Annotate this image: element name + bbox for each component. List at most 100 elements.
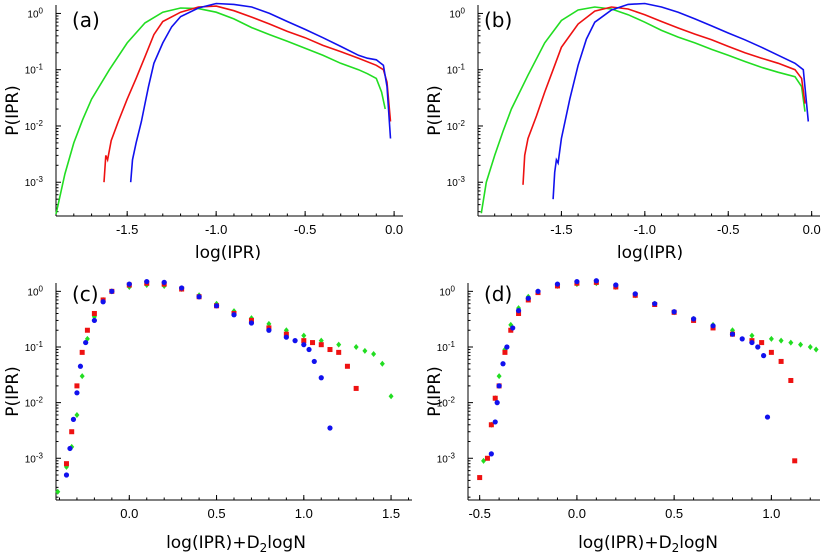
data-point	[336, 341, 342, 348]
data-point	[690, 316, 697, 322]
data-point	[535, 288, 541, 294]
data-point	[79, 373, 85, 380]
data-point	[379, 360, 385, 367]
x-tick-label: -0.5	[468, 506, 490, 521]
data-point	[593, 278, 599, 284]
data-point	[74, 411, 80, 418]
data-point	[749, 339, 755, 346]
x-tick-label: 1.0	[762, 506, 780, 521]
panel-c: 0.0 0.5 1.0 1.5 100 10-1 10-2 10-3 P(IPR) log(IPR…	[3, 278, 412, 555]
panel-label: (d)	[484, 282, 512, 306]
data-point	[515, 308, 522, 314]
x-tick-label: -1.5	[550, 222, 572, 237]
data-point	[292, 338, 298, 344]
data-point	[778, 358, 784, 364]
x-tick-label: 0.0	[385, 222, 403, 237]
series-green	[481, 280, 819, 464]
data-point	[613, 282, 619, 288]
series-line-green	[480, 6, 806, 214]
y-tick-label: 10-2	[437, 396, 456, 410]
data-point	[70, 416, 77, 422]
data-point	[318, 337, 324, 344]
data-point	[371, 350, 377, 357]
data-point	[84, 327, 90, 333]
panel-label: (a)	[72, 8, 100, 32]
series-blue	[63, 278, 333, 478]
data-point	[161, 279, 167, 285]
data-point	[55, 488, 61, 495]
data-point	[301, 338, 307, 344]
y-tick-label: 10-1	[25, 340, 44, 354]
y-tick-label: 10-3	[447, 175, 466, 189]
series-red	[522, 6, 806, 185]
data-point	[554, 281, 561, 287]
y-tick-label: 100	[439, 284, 455, 298]
panel-label: (b)	[484, 8, 512, 32]
data-point	[301, 342, 307, 348]
data-point	[798, 341, 804, 348]
data-point	[764, 414, 771, 420]
y-axis-title: P(IPR)	[425, 85, 445, 136]
data-point	[508, 321, 514, 328]
data-point	[502, 349, 508, 355]
series-green	[55, 282, 394, 495]
data-point	[508, 327, 514, 333]
data-point	[516, 310, 522, 316]
series-green	[55, 7, 386, 215]
data-point	[481, 457, 487, 464]
data-point	[327, 425, 333, 431]
y-tick-label: 10-3	[25, 175, 44, 189]
x-tick-label: -1.0	[634, 222, 656, 237]
data-point	[492, 419, 498, 425]
data-point	[710, 323, 716, 329]
series-red	[477, 279, 798, 481]
data-point	[79, 349, 85, 355]
data-point	[813, 346, 819, 353]
series-green	[480, 6, 806, 214]
data-point	[67, 445, 73, 452]
data-point	[792, 458, 798, 464]
series-line-red	[103, 5, 392, 183]
x-tick-label: -1.0	[205, 222, 227, 237]
data-point	[266, 320, 272, 327]
data-point	[761, 353, 767, 359]
data-point	[671, 309, 677, 315]
data-point	[362, 347, 368, 354]
data-point	[500, 361, 506, 367]
panel-label: (c)	[72, 282, 99, 306]
data-point	[488, 451, 494, 457]
data-point	[739, 336, 745, 342]
series-line-blue	[552, 2, 810, 200]
y-tick-label: 10-2	[447, 119, 466, 133]
data-point	[327, 347, 333, 353]
data-point	[100, 299, 106, 305]
series-blue	[129, 2, 392, 183]
data-point	[574, 278, 580, 285]
data-point	[248, 320, 255, 326]
data-point	[759, 340, 765, 346]
panel-a: -1.5 -1.0 -0.5 0.0 100 10-1 10-2 10-3 P(IPR) log(…	[3, 2, 403, 263]
x-tick-label: 0.0	[803, 222, 821, 237]
x-tick-label: -1.5	[116, 222, 138, 237]
data-point	[477, 475, 483, 481]
series-red	[103, 5, 392, 183]
data-point	[109, 288, 115, 294]
data-point	[74, 383, 80, 389]
data-point	[496, 383, 502, 389]
data-point	[788, 377, 794, 383]
y-axis-title: P(IPR)	[3, 85, 23, 136]
data-point	[283, 334, 289, 340]
x-tick-label: 0.0	[568, 506, 586, 521]
data-point	[318, 342, 324, 348]
x-tick-label: 0.5	[208, 506, 226, 521]
data-point	[179, 285, 185, 291]
series-blue	[488, 278, 771, 457]
data-point	[807, 343, 813, 350]
x-tick-label: 1.0	[295, 506, 313, 521]
data-point	[83, 339, 89, 346]
data-point	[632, 291, 638, 297]
data-point	[494, 400, 500, 406]
series-line-red	[522, 6, 806, 185]
data-point	[311, 358, 317, 365]
